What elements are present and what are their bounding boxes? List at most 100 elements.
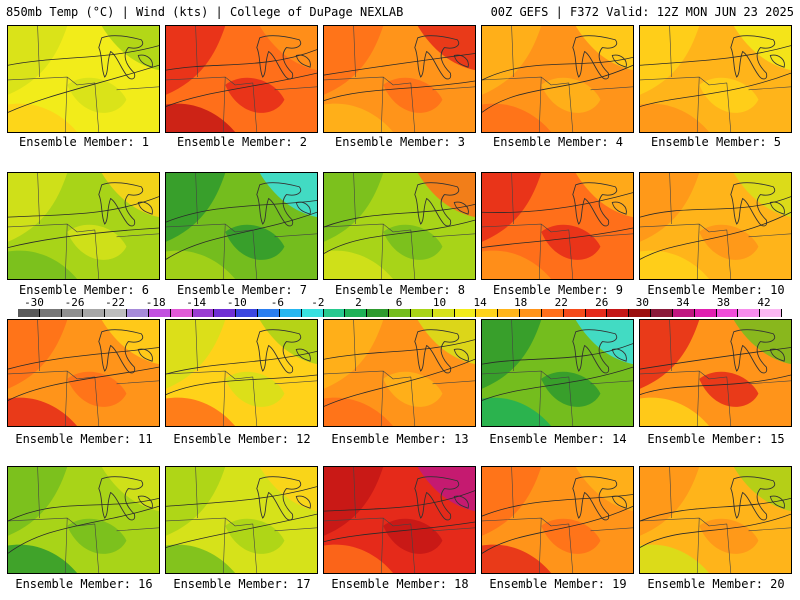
ensemble-map-panel xyxy=(639,25,792,133)
legend-color-swatch xyxy=(738,309,761,317)
state-borders xyxy=(166,320,317,426)
height-contours xyxy=(640,498,791,548)
ensemble-member-label: Ensemble Member: 8 xyxy=(334,283,466,297)
temperature-fill xyxy=(324,320,384,389)
legend-colorbar xyxy=(18,309,782,317)
ensemble-map-panel xyxy=(323,25,476,133)
height-contours xyxy=(324,204,475,254)
ensemble-member-label: Ensemble Member: 19 xyxy=(489,577,627,591)
height-contours xyxy=(8,498,159,554)
temperature-fill xyxy=(8,544,78,573)
legend-tick-label: 2 xyxy=(355,296,362,309)
ensemble-member-label: Ensemble Member: 20 xyxy=(647,577,785,591)
legend-color-swatch xyxy=(629,309,652,317)
legend-color-swatch xyxy=(214,309,237,317)
temperature-fill xyxy=(324,173,384,242)
ensemble-map-panel xyxy=(481,319,634,427)
temperature-fill xyxy=(383,371,443,407)
product-title: 850mb Temp (°C) | Wind (kts) | College o… xyxy=(6,5,404,19)
ensemble-member-label: Ensemble Member: 7 xyxy=(176,283,308,297)
legend-color-swatch xyxy=(585,309,608,317)
ensemble-member-label: Ensemble Member: 10 xyxy=(647,283,785,297)
legend-color-swatch xyxy=(498,309,521,317)
height-contours xyxy=(482,343,633,401)
state-borders xyxy=(166,26,317,132)
state-borders xyxy=(324,467,475,573)
legend-tick-label: 42 xyxy=(757,296,771,309)
state-borders xyxy=(640,467,791,573)
temperature-fill xyxy=(324,26,384,95)
legend-color-swatch xyxy=(563,309,586,317)
temperature-fill xyxy=(8,26,68,95)
great-lakes-outline xyxy=(98,329,153,374)
ensemble-map-panel xyxy=(481,466,634,574)
temperature-fill xyxy=(383,518,443,554)
legend-color-swatch xyxy=(18,309,40,317)
state-borders xyxy=(166,467,317,573)
great-lakes-outline xyxy=(730,182,785,227)
ensemble-member-label: Ensemble Member: 17 xyxy=(173,577,311,591)
state-borders xyxy=(482,26,633,132)
legend-tick-label: -2 xyxy=(311,296,325,309)
great-lakes-outline xyxy=(98,182,153,227)
great-lakes-outline xyxy=(572,182,627,227)
temperature-fill xyxy=(324,250,394,279)
height-contours xyxy=(166,200,317,260)
legend-tick-label: -18 xyxy=(145,296,166,309)
temperature-fill xyxy=(482,544,552,573)
legend-tick-label: -22 xyxy=(105,296,126,309)
ensemble-map-panel xyxy=(481,172,634,280)
height-contours xyxy=(324,339,475,407)
great-lakes-outline xyxy=(414,476,469,521)
state-borders xyxy=(8,320,159,426)
temperature-fill xyxy=(67,77,127,113)
temperature-fill xyxy=(640,544,710,573)
height-contours xyxy=(166,49,317,107)
temperature-fill xyxy=(640,467,700,536)
legend-tick-label: 30 xyxy=(635,296,649,309)
ensemble-map-panel xyxy=(7,25,160,133)
legend-color-swatch xyxy=(476,309,499,317)
state-borders xyxy=(324,173,475,279)
state-borders xyxy=(482,173,633,279)
height-contours xyxy=(482,57,633,113)
temperature-fill xyxy=(166,320,226,389)
ensemble-member-label: Ensemble Member: 1 xyxy=(18,135,150,149)
great-lakes-outline xyxy=(730,35,785,80)
temperature-fill xyxy=(482,173,542,242)
legend-color-swatch xyxy=(760,309,782,317)
legend-color-swatch xyxy=(192,309,215,317)
temperature-fill xyxy=(8,397,78,426)
legend-color-swatch xyxy=(541,309,564,317)
height-contours xyxy=(166,486,317,548)
temperature-fill xyxy=(8,320,68,389)
temperature-fill xyxy=(8,467,68,536)
legend-color-swatch xyxy=(279,309,302,317)
state-borders xyxy=(166,173,317,279)
legend-tick-label: 6 xyxy=(395,296,403,309)
ensemble-member-label: Ensemble Member: 6 xyxy=(18,283,150,297)
temperature-fill xyxy=(324,467,384,536)
legend-color-swatch xyxy=(694,309,717,317)
legend-color-swatch xyxy=(323,309,346,317)
ensemble-member-label: Ensemble Member: 9 xyxy=(492,283,624,297)
state-borders xyxy=(482,320,633,426)
legend-tick-label: 14 xyxy=(473,296,487,309)
header: 850mb Temp (°C) | Wind (kts) | College o… xyxy=(0,0,800,24)
temperature-fill xyxy=(166,173,226,242)
ensemble-member-label: Ensemble Member: 15 xyxy=(647,432,785,446)
great-lakes-outline xyxy=(572,329,627,374)
legend-color-swatch xyxy=(127,309,149,317)
temperature-fill xyxy=(482,26,542,95)
legend-tick-label: -14 xyxy=(186,296,207,309)
temperature-fill xyxy=(166,250,236,279)
legend-color-swatch xyxy=(367,309,390,317)
temperature-fill xyxy=(8,173,68,242)
height-contours xyxy=(324,490,475,542)
state-borders xyxy=(640,26,791,132)
temperature-fill xyxy=(640,103,710,132)
state-borders xyxy=(324,320,475,426)
ensemble-map-panel xyxy=(481,25,634,133)
temperature-fill xyxy=(482,467,542,536)
temperature-fill xyxy=(640,250,710,279)
